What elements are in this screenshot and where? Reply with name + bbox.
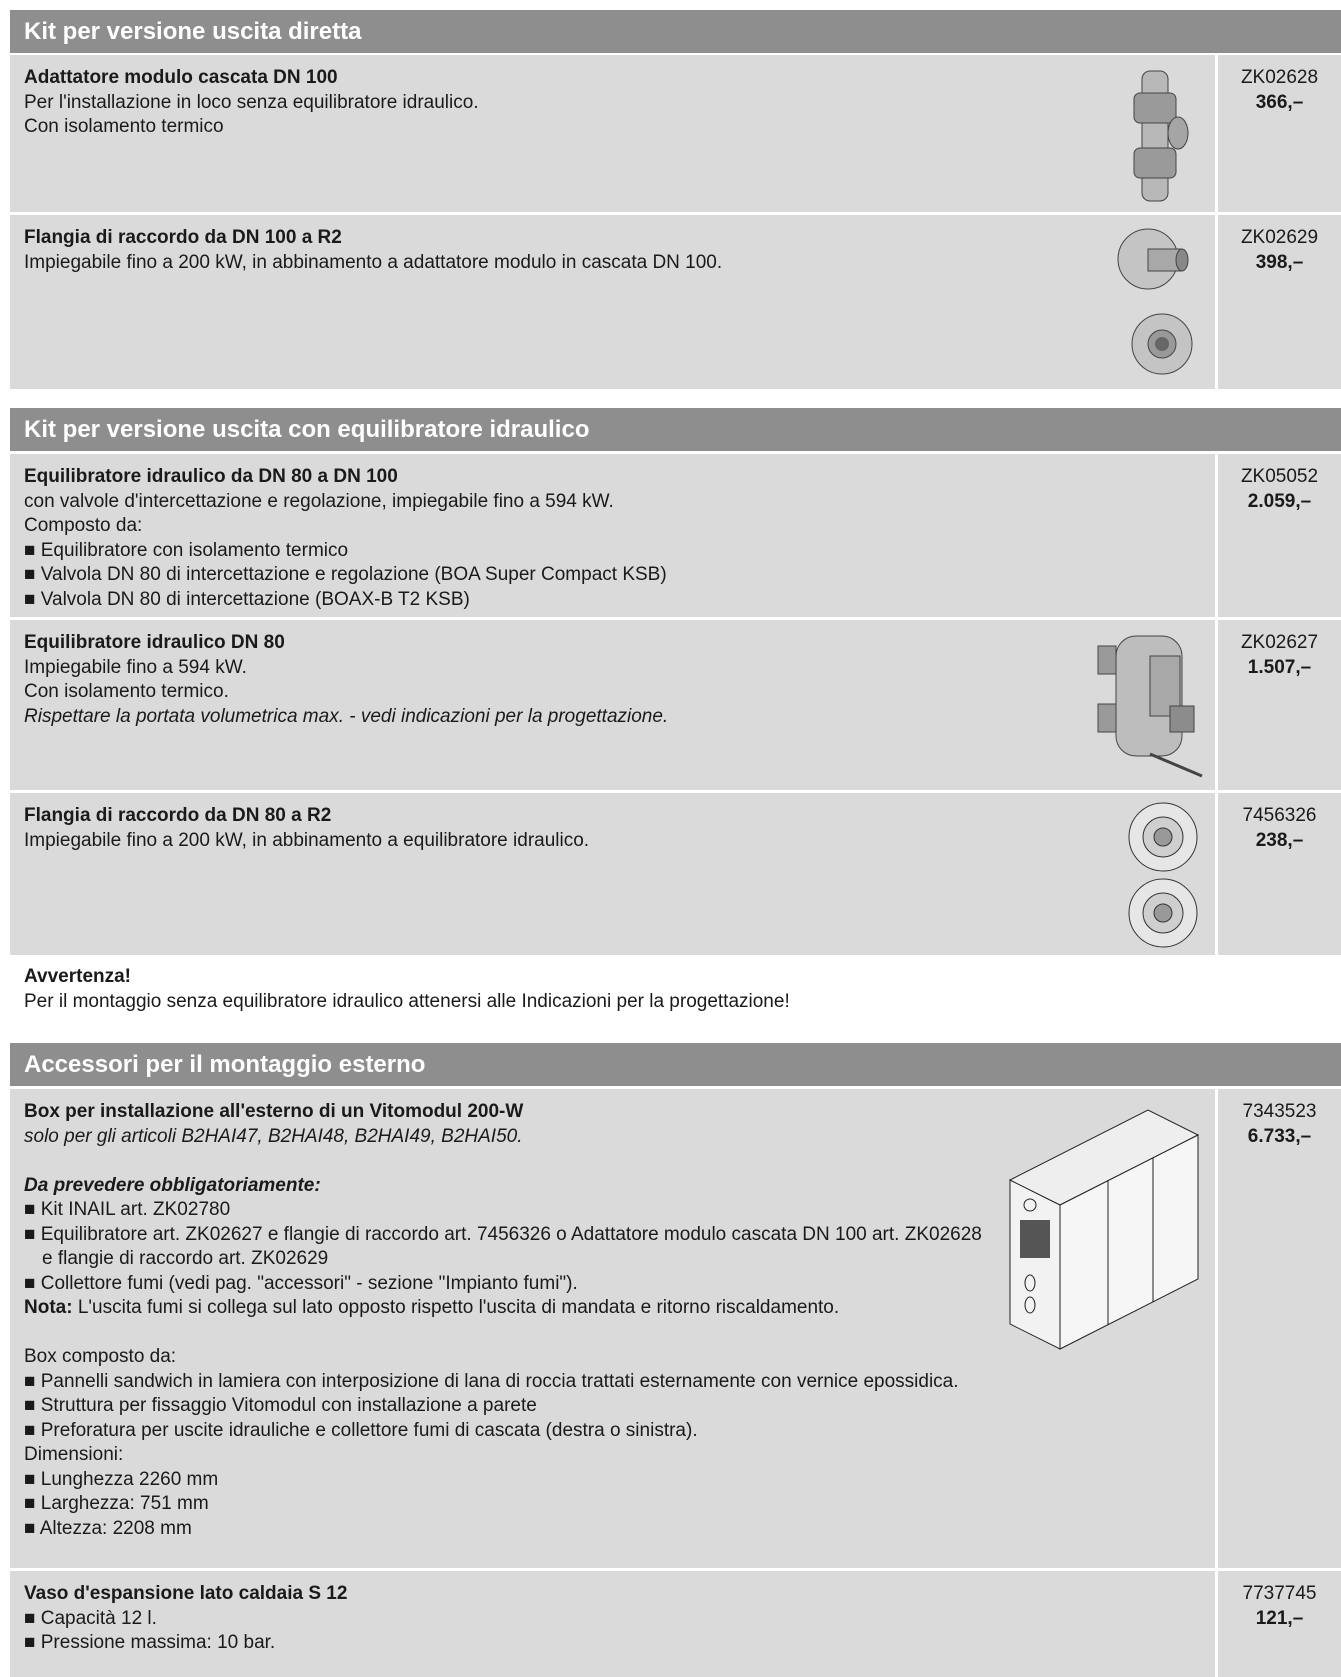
notice-title: Avvertenza!: [24, 966, 132, 987]
product-image: [1008, 1109, 1200, 1350]
item-price: 398,–: [1255, 251, 1304, 273]
item-title: Adattatore modulo cascata DN 100: [24, 67, 338, 88]
item-line: Rispettare la portata volumetrica max. -…: [24, 705, 669, 727]
section-header: Kit per versione uscita con equilibrator…: [10, 408, 1341, 451]
item-title: Box per installazione all'esterno di un …: [24, 1101, 524, 1122]
item-line: Dimensioni:: [24, 1444, 124, 1465]
item-bullet: ■ Capacità 12 l.: [24, 1607, 157, 1629]
item-price: 238,–: [1255, 829, 1304, 851]
item-text: Adattatore modulo cascata DN 100 Per l'i…: [24, 66, 984, 140]
item-line: Composto da:: [24, 515, 143, 536]
item-bullet: ■ Collettore fumi (vedi pag. "accessori"…: [24, 1272, 578, 1294]
item-text: Equilibratore idraulico DN 80 Impiegabil…: [24, 631, 984, 729]
note-text: L'uscita fumi si collega sul lato oppost…: [72, 1297, 840, 1318]
item-line: con valvole d'intercettazione e regolazi…: [24, 490, 614, 512]
spacer: [24, 1149, 984, 1174]
item-title: Flangia di raccordo da DN 80 a R2: [24, 805, 332, 826]
item-row: Equilibratore idraulico DN 80 Impiegabil…: [10, 620, 1341, 790]
item-row: Vaso d'espansione lato caldaia S 12 ■ Ca…: [10, 1571, 1341, 1677]
item-title: Flangia di raccordo da DN 100 a R2: [24, 227, 342, 248]
item-bullet: ■ Preforatura per uscite idrauliche e co…: [24, 1419, 698, 1441]
item-bullet: ■ Pressione massima: 10 bar.: [24, 1632, 276, 1653]
item-line: Box composto da:: [24, 1346, 177, 1367]
item-code: ZK02628: [1240, 67, 1319, 88]
product-image: [1133, 70, 1189, 202]
price-column: 7343523 6.733,–: [1215, 1089, 1341, 1568]
section-header: Accessori per il montaggio esterno: [10, 1043, 1341, 1086]
item-line: Impiegabile fino a 594 kW.: [24, 656, 247, 678]
item-bullet: ■ Kit INAIL art. ZK02780: [24, 1199, 231, 1220]
item-price: 6.733,–: [1247, 1125, 1312, 1147]
item-text: Equilibratore idraulico da DN 80 a DN 10…: [24, 465, 984, 612]
price-column: 7737745 121,–: [1215, 1571, 1341, 1677]
spacer: [24, 1321, 984, 1346]
item-bullet: ■ Equilibratore con isolamento termico: [24, 539, 349, 561]
item-line: Con isolamento termico: [24, 116, 224, 137]
price-column: ZK02627 1.507,–: [1215, 620, 1341, 790]
item-line: Impiegabile fino a 200 kW, in abbinament…: [24, 829, 590, 851]
section-header: Kit per versione uscita diretta: [10, 10, 1341, 53]
item-code: ZK02629: [1240, 227, 1319, 248]
item-title: Vaso d'espansione lato caldaia S 12: [24, 1583, 348, 1604]
item-code: 7456326: [1242, 805, 1317, 826]
item-text: Flangia di raccordo da DN 100 a R2 Impie…: [24, 226, 984, 275]
item-bullet: ■ Pannelli sandwich in lamiera con inter…: [24, 1370, 959, 1392]
item-price: 366,–: [1255, 91, 1304, 113]
price-column: ZK02629 398,–: [1215, 215, 1341, 389]
item-bullet: ■ Larghezza: 751 mm: [24, 1493, 209, 1514]
item-line: solo per gli articoli B2HAI47, B2HAI48, …: [24, 1125, 523, 1147]
item-title: Equilibratore idraulico da DN 80 a DN 10…: [24, 466, 398, 487]
item-price: 121,–: [1255, 1607, 1304, 1629]
item-row: Flangia di raccordo da DN 80 a R2 Impieg…: [10, 793, 1341, 955]
item-bullet: ■ Lunghezza 2260 mm: [24, 1468, 219, 1490]
item-code: ZK02627: [1240, 632, 1319, 653]
item-bullet: ■ Valvola DN 80 di intercettazione (BOAX…: [24, 588, 470, 610]
note-label: Nota:: [24, 1297, 73, 1318]
product-image: [1128, 802, 1198, 948]
item-code: ZK05052: [1240, 466, 1319, 487]
item-line: Con isolamento termico.: [24, 681, 229, 702]
item-price: 2.059,–: [1247, 490, 1312, 512]
item-text: Flangia di raccordo da DN 80 a R2 Impieg…: [24, 804, 984, 853]
item-note: Nota: L'uscita fumi si collega sul lato …: [24, 1296, 984, 1321]
notice: Avvertenza! Per il montaggio senza equil…: [24, 965, 790, 1014]
notice-text: Per il montaggio senza equilibratore idr…: [24, 990, 790, 1012]
item-row: Box per installazione all'esterno di un …: [10, 1089, 1341, 1568]
item-bullet: ■ Struttura per fissaggio Vitomodul con …: [24, 1395, 537, 1416]
item-row: Equilibratore idraulico da DN 80 a DN 10…: [10, 454, 1341, 617]
item-bullet: ■ Equilibratore art. ZK02627 e flangie d…: [24, 1223, 982, 1270]
product-image: [1097, 635, 1203, 778]
item-text: Box per installazione all'esterno di un …: [24, 1100, 984, 1541]
price-column: ZK02628 366,–: [1215, 55, 1341, 212]
item-bullet: ■ Altezza: 2208 mm: [24, 1517, 192, 1539]
item-code: 7343523: [1242, 1101, 1317, 1122]
price-column: 7456326 238,–: [1215, 793, 1341, 955]
item-line: Impiegabile fino a 200 kW, in abbinament…: [24, 251, 723, 273]
item-line: Per l'installazione in loco senza equili…: [24, 91, 479, 113]
item-row: Flangia di raccordo da DN 100 a R2 Impie…: [10, 215, 1341, 389]
item-title: Equilibratore idraulico DN 80: [24, 632, 285, 653]
product-image: [1117, 228, 1193, 375]
item-line: Da prevedere obbligatoriamente:: [24, 1174, 321, 1196]
item-text: Vaso d'espansione lato caldaia S 12 ■ Ca…: [24, 1582, 984, 1656]
item-code: 7737745: [1242, 1583, 1317, 1604]
price-column: ZK05052 2.059,–: [1215, 454, 1341, 617]
item-bullet: ■ Valvola DN 80 di intercettazione e reg…: [24, 564, 667, 585]
item-row: Adattatore modulo cascata DN 100 Per l'i…: [10, 55, 1341, 212]
item-price: 1.507,–: [1247, 656, 1312, 678]
